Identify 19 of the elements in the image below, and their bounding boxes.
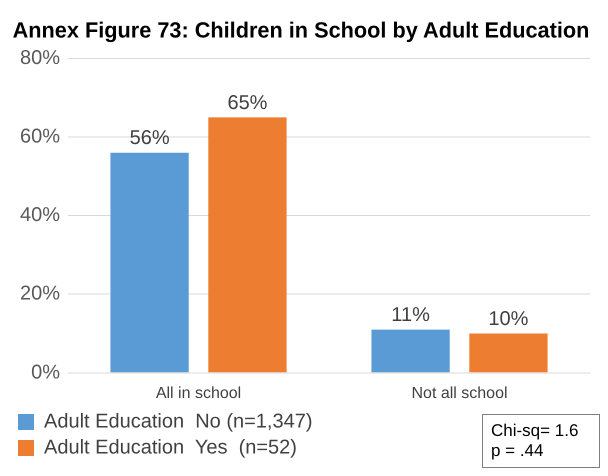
y-tick-label: 40% <box>20 204 60 226</box>
data-label: 10% <box>488 308 529 330</box>
y-tick-label: 60% <box>20 126 60 148</box>
x-tick-label: Not all school <box>411 384 508 402</box>
legend-label: Adult Education Yes (n=52) <box>44 436 297 459</box>
bar <box>371 330 450 372</box>
y-tick-label: 20% <box>20 282 60 305</box>
bar <box>208 117 287 372</box>
data-label: 56% <box>130 127 170 150</box>
bar <box>469 334 548 372</box>
y-tick-label: 80% <box>20 46 60 69</box>
chart-title: Annex Figure 73: Children in School by Adult Education <box>12 17 590 42</box>
x-tick-label: All in school <box>156 384 242 402</box>
data-label: 11% <box>391 304 430 326</box>
text: Chi-sq= 1.6 p = .44 <box>482 414 600 468</box>
data-label: 65% <box>227 92 268 114</box>
legend-label: Adult Education No (n=1,347) <box>44 410 313 433</box>
bar <box>110 152 189 372</box>
y-tick-label: 0% <box>31 361 60 384</box>
